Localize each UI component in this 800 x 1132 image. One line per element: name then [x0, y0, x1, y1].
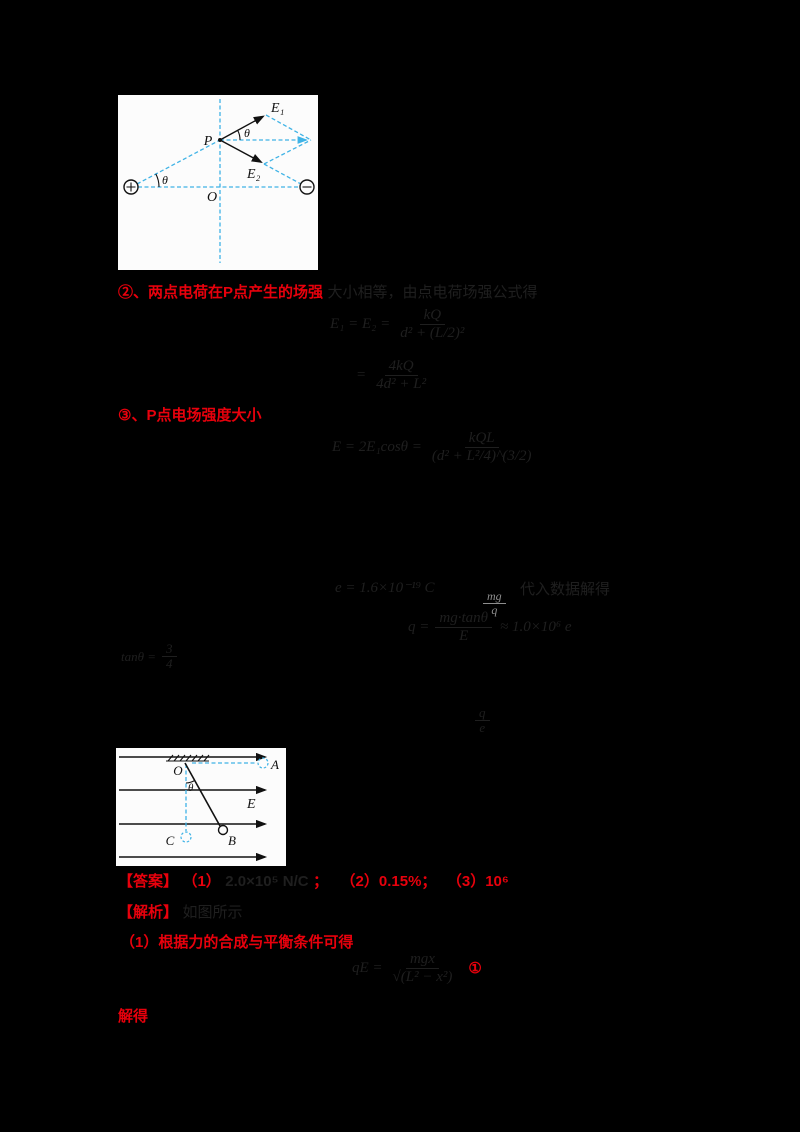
answer-part3: （3）10⁶ — [446, 873, 509, 890]
pendulum-field-diagram: O θ E A B C — [119, 752, 279, 862]
answer-tag: 【答案】 — [118, 873, 179, 890]
label-e: E — [246, 797, 256, 812]
negative-charge-icon — [299, 179, 315, 195]
charged-ball-b — [217, 824, 229, 836]
note-c-text: 代入数据解得 — [520, 582, 611, 598]
label-theta-p: θ — [244, 126, 250, 140]
eq2-numerator: kQL — [464, 430, 499, 448]
line-p-to-negative — [263, 163, 302, 185]
eq1b-lhs: = — [356, 366, 367, 383]
equation-e1-e2-simplified: = 4kQ 4d² + L² — [356, 358, 430, 392]
note-d-lhs: q = — [408, 618, 430, 635]
eq1b-fraction: 4kQ 4d² + L² — [372, 358, 430, 392]
note-f-denominator: 4 — [166, 656, 173, 672]
theta-arc-at-p — [237, 130, 241, 141]
eq3-lhs: qE = — [352, 959, 383, 976]
two-charges-field-diagram: P O E₁ E₂ θ θ — [123, 99, 315, 263]
eq3-numerator: mgx — [405, 951, 439, 969]
label-theta: θ — [188, 782, 194, 794]
e2-vector — [219, 139, 263, 163]
parallelogram-side-bottom — [263, 139, 312, 165]
label-o: O — [173, 763, 183, 778]
answer-row: 【答案】 （1） 2.0×10⁵ N/C ； （2）0.15%； （3）10⁶ — [118, 870, 509, 891]
analysis-row: 【解析】 如图所示 — [118, 901, 242, 922]
label-b: B — [228, 833, 236, 848]
eq3-denominator: √(L² − x²) — [392, 968, 453, 985]
note-elementary-charge: e = 1.6×10⁻¹⁹ C — [335, 578, 435, 597]
eq2-fraction: kQL (d² + L²/4)^(3/2) — [428, 430, 536, 464]
note-d-numerator: mg·tanθ — [435, 610, 492, 628]
answer-part1-label: （1） — [182, 873, 221, 890]
note-b-denominator: q — [491, 603, 498, 618]
eq1b-denominator: 4d² + L² — [376, 375, 427, 392]
eq1-denominator: d² + (L/2)² — [400, 324, 465, 341]
eq2-denominator: (d² + L²/4)^(3/2) — [431, 447, 532, 464]
label-e2: E₂ — [246, 167, 261, 182]
label-o: O — [207, 190, 217, 205]
label-a: A — [270, 757, 279, 772]
note-f-lhs: tanθ = — [121, 648, 157, 664]
note-d-tail: ≈ 1.0×10⁶ e — [500, 618, 572, 635]
step-2-heading: ②、两点电荷在P点产生的场强 — [118, 284, 324, 301]
note-f-fraction: 3 4 — [162, 641, 177, 672]
parallelogram-side-top — [265, 114, 312, 141]
equation-e1-e2: E₁ = E₂ = kQ d² + (L/2)² — [330, 307, 468, 341]
note-h-fraction: q e — [475, 705, 490, 736]
equation-balance: qE = mgx √(L² − x²) ① — [352, 951, 482, 985]
theta-arc — [185, 780, 195, 784]
step-2-tail: 大小相等，由点电荷场强公式得 — [327, 284, 538, 301]
note-a-text: e = 1.6×10⁻¹⁹ C — [335, 580, 435, 596]
label-c: C — [166, 833, 175, 848]
note-h-denominator: e — [479, 720, 486, 736]
pendulum-string — [184, 762, 221, 827]
note-d-denominator: E — [459, 627, 469, 644]
analysis-tag: 【解析】 — [118, 904, 179, 921]
step-2-row: ②、两点电荷在P点产生的场强 大小相等，由点电荷场强公式得 — [118, 281, 537, 302]
note-f-numerator: 3 — [162, 641, 177, 658]
equation-total-field: E = 2E₁cosθ = kQL (d² + L²/4)^(3/2) — [332, 430, 536, 464]
analysis-tail: 如图所示 — [182, 904, 243, 921]
eq1b-numerator: 4kQ — [384, 358, 418, 376]
ghost-ball-c — [180, 831, 192, 843]
figure-pendulum-in-field: O θ E A B C — [116, 748, 286, 866]
theta-arc-at-charge — [155, 173, 160, 188]
point-p-dot — [218, 138, 222, 142]
eq3-fraction: mgx √(L² − x²) — [389, 951, 457, 985]
solve-label: 解得 — [118, 1008, 149, 1025]
eq1-fraction: kQ d² + (L/2)² — [396, 307, 468, 341]
note-charge-ratio: q e — [475, 705, 490, 736]
note-charge-equation: q = mg·tanθ E ≈ 1.0×10⁶ e — [408, 610, 571, 644]
label-theta-charge: θ — [162, 173, 168, 187]
solution-step-1: （1）根据力的合成与平衡条件可得 — [120, 934, 354, 951]
eq1-lhs: E₁ = E₂ = — [330, 315, 391, 332]
note-b-numerator: mg — [483, 589, 506, 605]
answer-separator: ； — [313, 873, 329, 890]
equation-number-1: ① — [468, 960, 482, 977]
figure-two-charges-field: P O E₁ E₂ θ θ — [118, 95, 318, 270]
note-d-fraction: mg·tanθ E — [435, 610, 492, 644]
note-tangent: tanθ = 3 4 — [121, 641, 177, 672]
ghost-ball-a — [257, 757, 269, 769]
answer-part2: （2）0.15%； — [340, 873, 437, 890]
label-p: P — [203, 134, 213, 149]
ceiling-hatch — [166, 754, 210, 762]
note-h-numerator: q — [475, 705, 490, 722]
step-3-heading: ③、P点电场强度大小 — [118, 407, 262, 424]
line-charge-to-p — [136, 139, 221, 185]
note-substitute: 代入数据解得 — [520, 578, 610, 599]
e1-vector — [219, 115, 265, 141]
eq2-lhs: E = 2E₁cosθ = — [332, 438, 422, 455]
answer-part1-value: 2.0×10⁵ N/C — [225, 873, 309, 890]
eq1-numerator: kQ — [419, 307, 446, 325]
positive-charge-icon — [123, 179, 139, 195]
label-e1: E₁ — [270, 101, 284, 116]
note-light-fraction: mg q — [483, 589, 506, 618]
